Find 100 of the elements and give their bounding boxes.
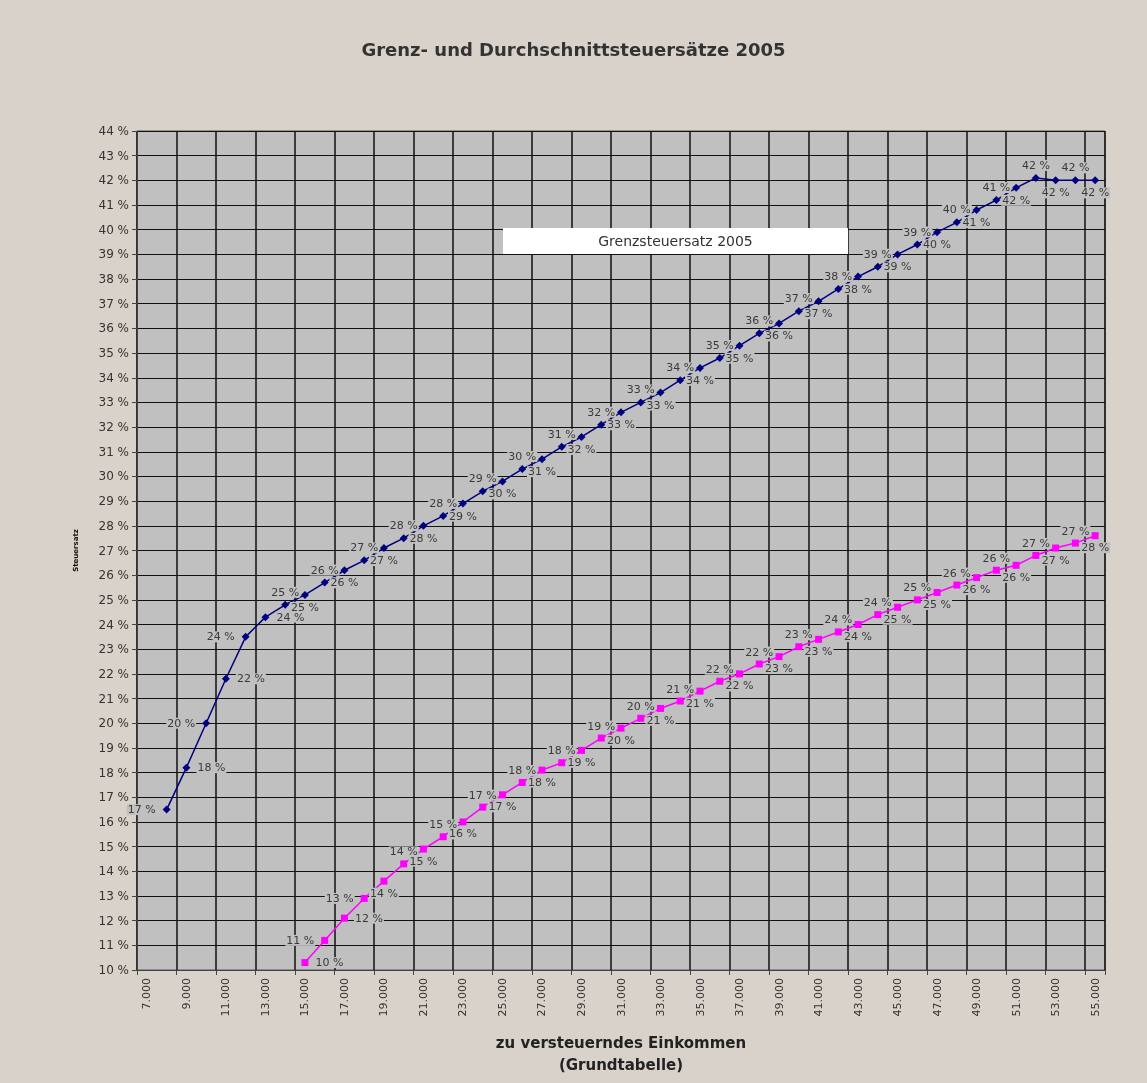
point bbox=[656, 388, 665, 397]
x-tick-label: 49.000 bbox=[970, 978, 984, 1017]
point bbox=[775, 653, 783, 661]
point bbox=[636, 398, 645, 407]
data-label: 24 % bbox=[863, 596, 892, 610]
y-tick-label: 19 % bbox=[98, 740, 129, 755]
data-label: 22 % bbox=[745, 645, 774, 659]
x-tick-label: 39.000 bbox=[772, 978, 786, 1017]
data-label: 25 % bbox=[271, 585, 300, 599]
point bbox=[1012, 561, 1020, 569]
data-label: 29 % bbox=[468, 472, 497, 486]
x-axis-title: zu versteuerndes Einkommen (Grundtabelle) bbox=[495, 1034, 747, 1074]
data-label: 25 % bbox=[903, 581, 932, 595]
point bbox=[913, 596, 921, 604]
data-label: 20 % bbox=[167, 716, 196, 730]
data-label: 33 % bbox=[626, 383, 655, 397]
point bbox=[597, 420, 606, 429]
point bbox=[597, 734, 605, 742]
data-label: 31 % bbox=[528, 465, 556, 479]
point bbox=[992, 196, 1001, 205]
y-tick-label: 37 % bbox=[98, 296, 129, 311]
data-label: 21 % bbox=[646, 713, 675, 727]
data-label: 42 % bbox=[1021, 158, 1050, 172]
point bbox=[617, 724, 625, 732]
y-tick-label: 24 % bbox=[98, 617, 129, 632]
x-tick-label: 7.000 bbox=[140, 978, 154, 1010]
point bbox=[538, 766, 546, 774]
point bbox=[1032, 551, 1040, 559]
data-label: 25 % bbox=[883, 612, 912, 626]
data-label: 26 % bbox=[1002, 570, 1031, 584]
data-label: 17 % bbox=[127, 803, 156, 817]
data-label: 30 % bbox=[488, 487, 517, 501]
point bbox=[676, 376, 685, 385]
y-tick-label: 20 % bbox=[98, 716, 129, 731]
y-tick-label: 11 % bbox=[98, 938, 129, 953]
point bbox=[755, 329, 764, 338]
data-label: 35 % bbox=[705, 339, 734, 353]
y-tick-label: 31 % bbox=[98, 444, 129, 459]
data-label: 18 % bbox=[197, 761, 226, 775]
point bbox=[439, 833, 447, 841]
point bbox=[735, 341, 744, 350]
data-label: 28 % bbox=[409, 531, 438, 545]
point bbox=[775, 319, 784, 328]
point bbox=[834, 628, 842, 636]
data-label: 23 % bbox=[804, 644, 833, 658]
data-label: 17 % bbox=[468, 788, 497, 802]
point bbox=[360, 556, 369, 565]
point bbox=[399, 534, 408, 543]
data-label: 10 % bbox=[315, 956, 344, 970]
point bbox=[952, 218, 961, 227]
data-label: 13 % bbox=[325, 891, 354, 905]
point bbox=[577, 746, 585, 754]
point bbox=[973, 574, 981, 582]
data-label: 30 % bbox=[508, 450, 537, 464]
point bbox=[321, 936, 329, 944]
text-box: Grenzsteuersatz 2005 bbox=[503, 228, 848, 254]
data-label: 24 % bbox=[824, 613, 853, 627]
point bbox=[696, 363, 705, 372]
data-label: 28 % bbox=[1081, 541, 1110, 555]
data-label: 27 % bbox=[1061, 524, 1090, 538]
data-label: 24 % bbox=[276, 610, 305, 624]
x-tick-label: 25.000 bbox=[495, 978, 509, 1017]
data-label: 20 % bbox=[626, 699, 655, 713]
point bbox=[1031, 173, 1040, 182]
y-tick-label: 21 % bbox=[98, 691, 129, 706]
y-tick-label: 22 % bbox=[98, 666, 129, 681]
data-label: 34 % bbox=[686, 373, 714, 387]
data-label: 36 % bbox=[765, 329, 794, 343]
point bbox=[261, 613, 270, 622]
x-tick-label: 13.000 bbox=[258, 978, 272, 1017]
y-tick-label: 18 % bbox=[98, 765, 129, 780]
data-label: 27 % bbox=[1041, 553, 1070, 567]
x-tick-label: 35.000 bbox=[693, 978, 707, 1017]
point bbox=[380, 877, 388, 885]
data-label: 25 % bbox=[923, 597, 952, 611]
point bbox=[182, 763, 191, 772]
point bbox=[992, 566, 1000, 574]
data-label: 36 % bbox=[745, 314, 774, 328]
x-tick-label: 19.000 bbox=[377, 978, 391, 1017]
point bbox=[657, 704, 665, 712]
data-label: 14 % bbox=[369, 886, 398, 900]
point bbox=[794, 307, 803, 316]
data-label: 26 % bbox=[962, 583, 991, 597]
x-tick-label: 23.000 bbox=[456, 978, 470, 1017]
data-label: 26 % bbox=[310, 563, 339, 577]
y-tick-label: 29 % bbox=[98, 494, 129, 509]
data-label: 22 % bbox=[236, 672, 265, 686]
point bbox=[577, 432, 586, 441]
point bbox=[894, 603, 902, 611]
x-tick-label: 31.000 bbox=[614, 978, 628, 1017]
point bbox=[854, 272, 863, 281]
point bbox=[617, 408, 625, 417]
point bbox=[301, 959, 309, 967]
y-tick-label: 32 % bbox=[98, 420, 129, 435]
y-tick-label: 26 % bbox=[98, 568, 129, 583]
point bbox=[815, 635, 823, 643]
data-label: 32 % bbox=[567, 442, 596, 456]
y-tick-label: 42 % bbox=[98, 173, 129, 188]
data-label: 19 % bbox=[567, 755, 596, 769]
data-label: 42 % bbox=[1061, 161, 1090, 175]
